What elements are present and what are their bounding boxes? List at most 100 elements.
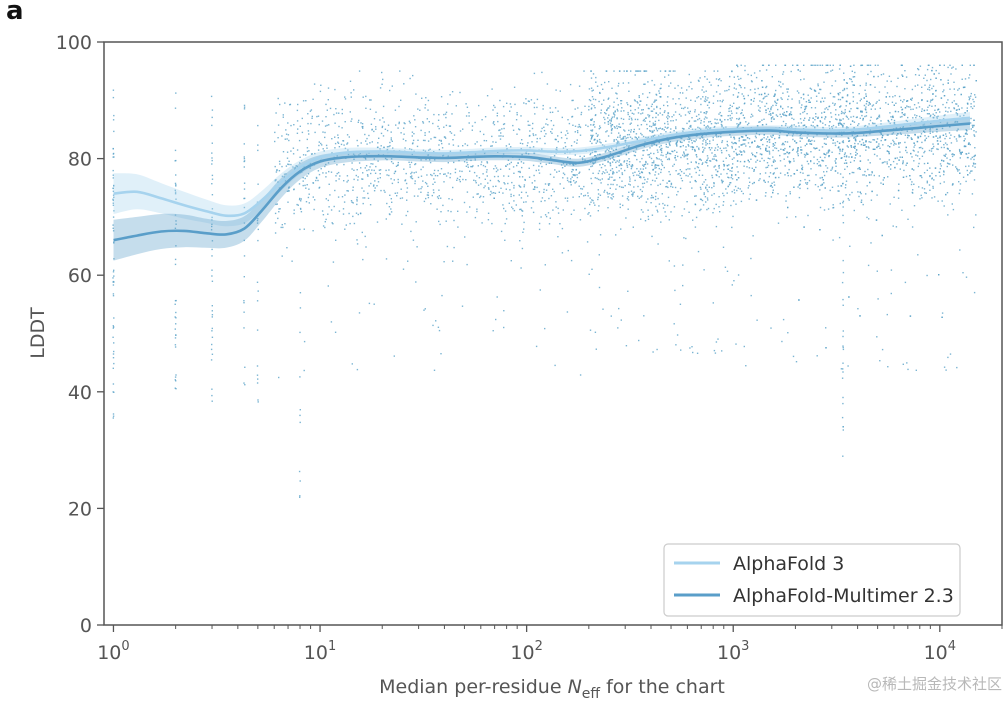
scatter-point (510, 260, 512, 262)
scatter-point (449, 131, 451, 133)
scatter-point (734, 83, 736, 85)
scatter-point (717, 338, 719, 340)
scatter-point (545, 215, 548, 218)
scatter-point (866, 216, 868, 219)
scatter-point (726, 192, 728, 194)
scatter-point (631, 137, 633, 140)
scatter-point (529, 146, 531, 149)
scatter-point (691, 346, 693, 348)
scatter-point (950, 73, 952, 75)
scatter-point (598, 128, 600, 130)
scatter-point (370, 123, 373, 125)
scatter-point (951, 67, 953, 69)
scatter-point (687, 136, 690, 138)
scatter-point (830, 70, 832, 72)
scatter-point (854, 145, 856, 148)
scatter-point (851, 70, 853, 72)
scatter-point (789, 161, 792, 163)
scatter-point (591, 103, 593, 106)
scatter-point (736, 189, 738, 192)
scatter-point (628, 145, 630, 147)
scatter-point (899, 142, 901, 144)
scatter-point (903, 99, 905, 101)
scatter-point (706, 208, 708, 211)
scatter-point (709, 160, 711, 162)
scatter-point (801, 137, 803, 140)
scatter-point (823, 153, 826, 155)
scatter-point (788, 152, 791, 154)
scatter-point (694, 203, 697, 206)
scatter-point (523, 184, 526, 186)
scatter-point (935, 175, 937, 177)
scatter-point (823, 174, 826, 177)
scatter-point (112, 198, 114, 200)
scatter-point (810, 143, 812, 145)
scatter-point (327, 87, 330, 89)
scatter-point (709, 140, 711, 142)
scatter-point (731, 158, 734, 160)
scatter-point (561, 116, 563, 119)
scatter-point (670, 82, 672, 84)
scatter-point (315, 177, 318, 179)
scatter-point (853, 76, 856, 78)
scatter-point (875, 219, 878, 221)
scatter-point (434, 136, 437, 139)
scatter-point (474, 143, 476, 145)
scatter-point (112, 148, 114, 150)
scatter-point (641, 112, 644, 114)
scatter-point (831, 127, 834, 130)
scatter-point (544, 200, 546, 202)
scatter-point (540, 216, 542, 218)
scatter-point (750, 158, 752, 160)
scatter-point (344, 194, 346, 196)
scatter-point (571, 176, 573, 178)
scatter-point (674, 70, 676, 72)
scatter-point (835, 109, 837, 111)
scatter-point (559, 183, 561, 185)
scatter-point (336, 164, 338, 166)
scatter-point (947, 214, 949, 216)
scatter-point (942, 91, 944, 93)
scatter-point (599, 179, 601, 181)
scatter-point (699, 77, 701, 79)
scatter-point (728, 110, 730, 112)
scatter-point (688, 127, 690, 129)
scatter-point (576, 142, 578, 144)
scatter-point (882, 134, 884, 137)
scatter-point (851, 134, 854, 137)
scatter-point (538, 172, 541, 174)
scatter-point (545, 123, 547, 125)
scatter-point (628, 163, 631, 166)
scatter-point (364, 235, 366, 238)
scatter-point (494, 192, 497, 194)
scatter-point (959, 157, 961, 159)
scatter-point (839, 98, 842, 101)
scatter-point (714, 122, 716, 124)
scatter-point (658, 167, 660, 170)
scatter-point (656, 106, 658, 109)
scatter-point (889, 122, 891, 125)
scatter-point (690, 126, 692, 128)
scatter-point (368, 152, 370, 154)
scatter-point (324, 165, 326, 168)
scatter-point (626, 160, 628, 162)
scatter-point (759, 146, 761, 148)
scatter-point (675, 119, 677, 121)
scatter-point (620, 138, 622, 140)
scatter-point (952, 164, 954, 166)
scatter-point (928, 86, 930, 89)
scatter-point (965, 153, 967, 155)
scatter-point (534, 113, 536, 115)
scatter-point (926, 68, 929, 71)
scatter-point (926, 100, 929, 102)
scatter-point (538, 191, 541, 193)
scatter-point (655, 139, 657, 141)
scatter-point (692, 219, 694, 221)
scatter-point (502, 123, 505, 126)
scatter-point (889, 112, 891, 114)
scatter-point (681, 180, 684, 182)
scatter-point (569, 157, 571, 160)
scatter-point (787, 206, 789, 209)
scatter-point (791, 135, 794, 137)
scatter-point (388, 213, 391, 215)
